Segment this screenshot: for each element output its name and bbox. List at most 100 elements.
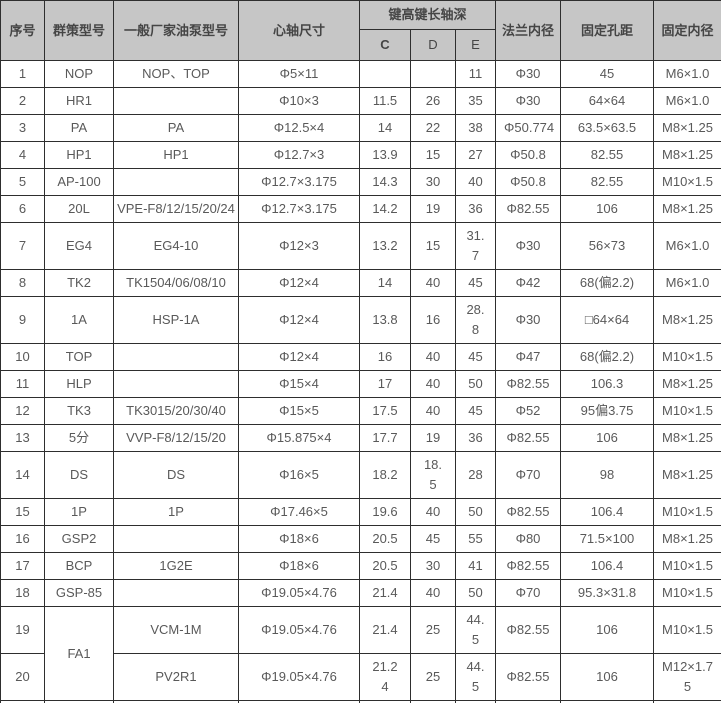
cell-mfr-model bbox=[113, 579, 239, 607]
cell-hole-pitch: 82.55 bbox=[560, 141, 654, 169]
cell-spindle-size: Φ5×11 bbox=[238, 60, 360, 88]
cell-hole-pitch: 68(偏2.2) bbox=[560, 343, 654, 371]
cell-hole-pitch: 106.4 bbox=[560, 498, 654, 526]
cell-mfr-model: 1P bbox=[113, 498, 239, 526]
cell-key-e: 28.8 bbox=[455, 296, 496, 344]
table-row: 4 HP1 HP1 Φ12.7×3 13.9 15 27 Φ50.8 82.55 M8×1.25 bbox=[0, 141, 721, 169]
cell-key-d bbox=[410, 60, 456, 88]
cell-serial: 1 bbox=[0, 60, 45, 88]
cell-key-c: 13.2 bbox=[359, 222, 411, 270]
cell-fixed-id: M8×1.25 bbox=[653, 141, 721, 169]
cell-serial: 8 bbox=[0, 269, 45, 297]
cell-hole-pitch: 63.5×63.5 bbox=[560, 114, 654, 142]
cell-serial: 14 bbox=[0, 451, 45, 499]
cell-flange-id: Φ82.55 bbox=[495, 606, 561, 654]
cell-serial: 19 bbox=[0, 606, 45, 654]
cell-key-e: 50 bbox=[455, 579, 496, 607]
cell-serial: 11 bbox=[0, 370, 45, 398]
cell-key-c: 19.6 bbox=[359, 498, 411, 526]
cell-key-e: 50 bbox=[455, 370, 496, 398]
cell-spindle-size: Φ12×3 bbox=[238, 222, 360, 270]
cell-mfr-model: DS bbox=[113, 451, 239, 499]
cell-key-c: 14 bbox=[359, 269, 411, 297]
cell-key-c: 20.5 bbox=[359, 552, 411, 580]
cell-fixed-id: M6×1.0 bbox=[653, 60, 721, 88]
cell-key-d: 16 bbox=[410, 296, 456, 344]
partial-bottom-row bbox=[0, 700, 721, 703]
cell-flange-id: Φ82.55 bbox=[495, 195, 561, 223]
cell-mfr-model: VVP-F8/12/15/20 bbox=[113, 424, 239, 452]
cell-fixed-id: M12×1.75 bbox=[653, 653, 721, 701]
cell-serial: 17 bbox=[0, 552, 45, 580]
cell-hole-pitch: 98 bbox=[560, 451, 654, 499]
header-row-sub: C D E bbox=[1, 29, 721, 61]
cell-flange-id: Φ50.774 bbox=[495, 114, 561, 142]
cell-key-d: 15 bbox=[410, 222, 456, 270]
cell-fixed-id: M8×1.25 bbox=[653, 114, 721, 142]
cell-key-d: 25 bbox=[410, 653, 456, 701]
cell-key-e: 41 bbox=[455, 552, 496, 580]
cell-mfr-model: HSP-1A bbox=[113, 296, 239, 344]
table-row: 15 1P 1P Φ17.46×5 19.6 40 50 Φ82.55 106.4 M10×1.5 bbox=[0, 498, 721, 526]
table-row: 7 EG4 EG4-10 Φ12×3 13.2 15 31.7 Φ30 56×73 M6×1.0 bbox=[0, 222, 721, 270]
cell-flange-id: Φ52 bbox=[495, 397, 561, 425]
cell-model: 5分 bbox=[44, 424, 114, 452]
cell-hole-pitch: 68(偏2.2) bbox=[560, 269, 654, 297]
cell-mfr-model bbox=[113, 87, 239, 115]
cell-key-c: 17 bbox=[359, 370, 411, 398]
cell-key-d: 40 bbox=[410, 579, 456, 607]
cell-key-e: 44.5 bbox=[455, 606, 496, 654]
cell-flange-id: Φ42 bbox=[495, 269, 561, 297]
table-row: 14 DS DS Φ16×5 18.2 18.5 28 Φ70 98 M8×1.25 bbox=[0, 451, 721, 499]
cell-key-d: 19 bbox=[410, 424, 456, 452]
cell-model: TOP bbox=[44, 343, 114, 371]
cell-spindle-size: Φ19.05×4.76 bbox=[238, 579, 360, 607]
cell-flange-id: Φ82.55 bbox=[495, 498, 561, 526]
cell-flange-id: Φ80 bbox=[495, 525, 561, 553]
cell-model: HR1 bbox=[44, 87, 114, 115]
cell-spindle-size: Φ12.5×4 bbox=[238, 114, 360, 142]
cell-spindle-size: Φ12×4 bbox=[238, 296, 360, 344]
table-row: 19 FA1 VCM-1M Φ19.05×4.76 21.4 25 44.5 Φ82.55 10… bbox=[0, 606, 721, 701]
header-fixed-id: 固定内径 bbox=[653, 0, 721, 61]
cell-key-d: 25 bbox=[410, 606, 456, 654]
cell-mfr-model: EG4-10 bbox=[113, 222, 239, 270]
cell-mfr-model: TK1504/06/08/10 bbox=[113, 269, 239, 297]
cell-mfr-model: 1G2E bbox=[113, 552, 239, 580]
cell-key-d: 22 bbox=[410, 114, 456, 142]
cell-model: TK2 bbox=[44, 269, 114, 297]
cell-key-c: 17.7 bbox=[359, 424, 411, 452]
table-row: 9 1A HSP-1A Φ12×4 13.8 16 28.8 Φ30 □64×64 M8×1.25 bbox=[0, 296, 721, 344]
cell-serial: 6 bbox=[0, 195, 45, 223]
cell-hole-pitch: □64×64 bbox=[560, 296, 654, 344]
cell-serial: 5 bbox=[0, 168, 45, 196]
cell-mfr-model: PA bbox=[113, 114, 239, 142]
cell-fixed-id: M8×1.25 bbox=[653, 451, 721, 499]
cell-key-e: 45 bbox=[455, 269, 496, 297]
cell-serial: 16 bbox=[0, 525, 45, 553]
cell-flange-id: Φ82.55 bbox=[495, 370, 561, 398]
table-row: 5 AP-100 Φ12.7×3.175 14.3 30 40 Φ50.8 82.55 M10×… bbox=[0, 168, 721, 196]
cell-key-d: 18.5 bbox=[410, 451, 456, 499]
cell-key-d: 40 bbox=[410, 269, 456, 297]
cell-flange-id: Φ82.55 bbox=[495, 424, 561, 452]
cell-serial: 3 bbox=[0, 114, 45, 142]
cell-spindle-size: Φ16×5 bbox=[238, 451, 360, 499]
cell-fixed-id: M10×1.5 bbox=[653, 579, 721, 607]
cell-hole-pitch: 106.3 bbox=[560, 370, 654, 398]
cell-key-d: 40 bbox=[410, 397, 456, 425]
cell-flange-id: Φ30 bbox=[495, 296, 561, 344]
header-serial: 序号 bbox=[0, 0, 45, 61]
cell-mfr-model bbox=[113, 525, 239, 553]
cell-key-e: 11 bbox=[455, 60, 496, 88]
cell-spindle-size: Φ12×4 bbox=[238, 269, 360, 297]
cell-spindle-size: Φ17.46×5 bbox=[238, 498, 360, 526]
cell-key-c: 17.5 bbox=[359, 397, 411, 425]
cell-key-e: 36 bbox=[455, 195, 496, 223]
cell-serial: 4 bbox=[0, 141, 45, 169]
cell-hole-pitch: 71.5×100 bbox=[560, 525, 654, 553]
cell-model: 1P bbox=[44, 498, 114, 526]
cell-spindle-size: Φ12×4 bbox=[238, 343, 360, 371]
